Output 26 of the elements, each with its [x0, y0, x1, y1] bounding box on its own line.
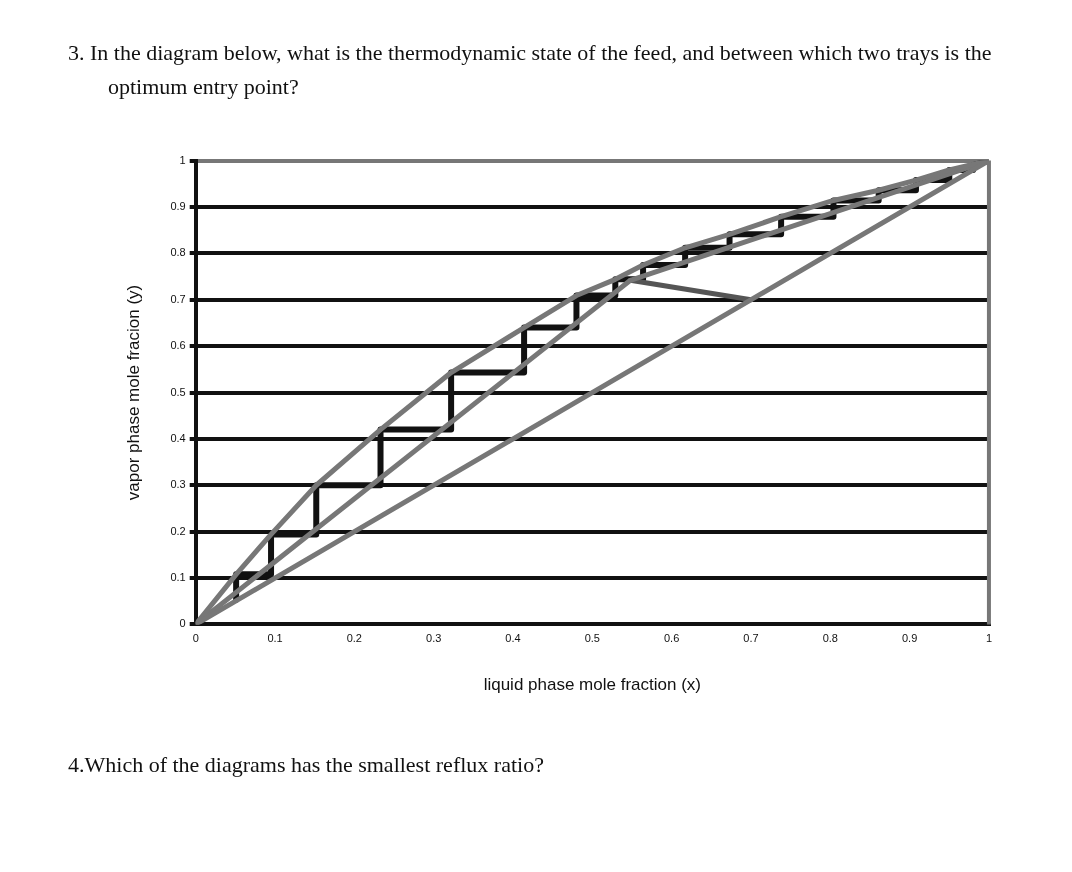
x-tick-label: 0.4: [505, 632, 521, 645]
x-tick-label: 0.1: [267, 632, 283, 645]
x-tick-label: 0: [192, 632, 199, 645]
x-axis-title: liquid phase mole fraction (x): [483, 675, 701, 695]
y-tick-label: 1: [179, 153, 186, 166]
text: 4.Which of the diagrams has the smallest reflux ratio?: [68, 752, 544, 778]
x-tick-label: 0.7: [743, 632, 759, 645]
y-tick-label: 0.1: [170, 571, 186, 584]
y-tick-label: 0.6: [170, 339, 186, 352]
x-tick-label: 0.9: [901, 632, 918, 645]
y-tick-label: 0.5: [170, 385, 186, 398]
y-tick-label: 0.8: [170, 246, 186, 259]
y-tick-label: 0.7: [170, 292, 186, 305]
y-tick-label: 0: [179, 617, 186, 630]
x-tick-label: 0.5: [584, 632, 600, 645]
y-tick-label: 0.3: [170, 478, 186, 491]
y-axis-title: vapor phase mole fracion (y): [123, 284, 143, 501]
x-tick-label: 0.2: [346, 632, 362, 645]
y-tick-label: 0.9: [170, 200, 186, 213]
x-tick-label: 0.6: [663, 632, 680, 645]
x-tick-label: 0.8: [822, 632, 838, 645]
y-tick-label: 0.2: [170, 524, 186, 537]
chart-title: 3. In the diagram below, what is the thermodynamic state of the feed, and between which two trays is the optimum entry point?: [68, 39, 993, 101]
y-tick-label: 0.4: [170, 431, 186, 444]
x-tick-label: 1: [985, 632, 992, 645]
x-tick-label: 0.3: [426, 632, 442, 645]
